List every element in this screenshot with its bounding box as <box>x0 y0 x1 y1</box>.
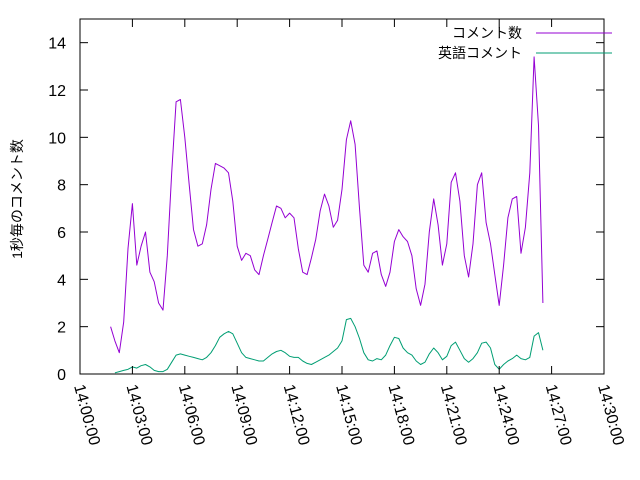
y-axis-ticks: 0 2 4 6 8 10 12 14 <box>48 36 604 384</box>
x-tick-label: 14:03:00 <box>123 383 156 448</box>
x-axis-ticks: 14:00:00 14:03:00 14:06:00 14:09:00 14:12:00… <box>70 19 627 447</box>
plot-frame <box>79 18 605 375</box>
y-tick-label: 14 <box>48 36 66 53</box>
x-tick-label: 14:09:00 <box>227 383 260 448</box>
x-tick-label: 14:24:00 <box>489 383 522 448</box>
x-tick-label: 14:30:00 <box>594 383 627 448</box>
y-tick-label: 6 <box>57 225 66 242</box>
x-tick-label: 14:12:00 <box>280 383 313 448</box>
y-axis-label: 1秒毎のコメント数 <box>9 139 25 259</box>
plot-border <box>79 18 605 375</box>
y-tick-label: 8 <box>57 178 66 195</box>
y-tick-label: 10 <box>48 130 66 147</box>
y-tick-label: 0 <box>57 367 66 384</box>
series-line-1 <box>110 56 544 354</box>
x-tick-label: 14:06:00 <box>175 383 208 448</box>
legend-label-2: 英語コメント <box>438 45 522 61</box>
legend-label-1: コメント数 <box>452 25 522 41</box>
x-tick-label: 14:15:00 <box>332 383 365 448</box>
y-tick-label: 2 <box>57 320 66 337</box>
y-tick-label: 12 <box>48 83 66 100</box>
series-lines <box>110 56 544 374</box>
x-tick-label: 14:27:00 <box>542 383 575 448</box>
series-line-2 <box>114 317 544 374</box>
x-tick-label: 14:21:00 <box>437 383 470 448</box>
y-tick-label: 4 <box>57 272 66 289</box>
x-tick-label: 14:00:00 <box>70 383 103 448</box>
x-tick-label: 14:18:00 <box>385 383 418 448</box>
